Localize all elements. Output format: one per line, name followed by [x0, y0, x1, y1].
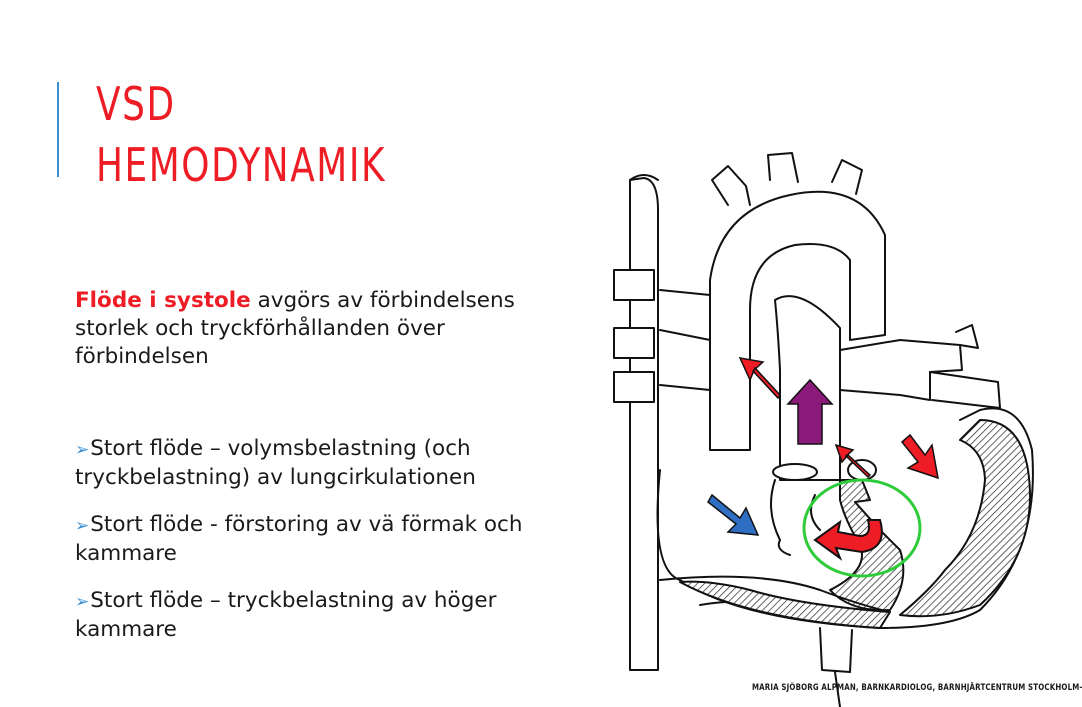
intro-paragraph: Flöde i systole avgörs av förbindelsens … [75, 287, 555, 371]
bullet-arrow-icon: ➢ [75, 516, 90, 536]
arrow-red-curved [813, 519, 883, 561]
bullet-item: ➢Stort flöde – tryckbelastning av höger … [75, 587, 555, 644]
author-credit: MARIA SJÖBORG ALPMAN, BARNKARDIOLOG, BAR… [752, 683, 1082, 693]
bullet-item: ➢Stort flöde – volymsbelastning (och try… [75, 435, 555, 492]
arrow-red-right-down [900, 433, 939, 480]
lv-wall [899, 419, 1031, 618]
slide-title: VSD HEMODYNAMIK [96, 74, 386, 196]
arrow-blue-right-down [707, 493, 760, 536]
intro-highlight: Flöde i systole [75, 288, 251, 313]
vsd-highlight-circle [802, 478, 922, 578]
arrow-red-small-center [834, 443, 872, 479]
bullet-arrow-icon: ➢ [75, 440, 90, 460]
title-line-2: HEMODYNAMIK [96, 138, 387, 192]
bullet-arrow-icon: ➢ [75, 592, 90, 612]
pulmonary-vein [613, 327, 655, 359]
flow-arrows [707, 357, 939, 561]
pulmonary-valve [772, 463, 818, 481]
heart-diagram [613, 152, 1034, 707]
slide-body: Flöde i systole avgörs av förbindelsens … [75, 287, 555, 642]
pulmonary-vein [613, 269, 655, 301]
intro-rest: avgörs av förbindelsens storlek och tryc… [75, 288, 515, 369]
title-accent-bar [57, 82, 59, 177]
title-line-1: VSD [96, 77, 176, 131]
pulmonary-vein [613, 371, 655, 403]
vena-cava [629, 177, 659, 671]
arrow-red-upper-left [738, 357, 781, 400]
bullet-list: ➢Stort flöde – volymsbelastning (och try… [75, 435, 555, 663]
bullet-item: ➢Stort flöde - förstoring av vä förmak o… [75, 511, 555, 568]
aortic-arch [709, 190, 886, 451]
bullet-text: Stort flöde - förstoring av vä förmak oc… [75, 512, 523, 566]
bullet-text: Stort flöde – tryckbelastning av höger k… [75, 588, 497, 642]
arrow-purple-up [786, 378, 834, 445]
bullet-text: Stort flöde – volymsbelastning (och tryc… [75, 436, 476, 490]
